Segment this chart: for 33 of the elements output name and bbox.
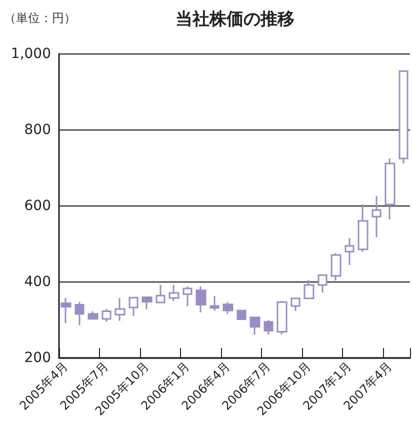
candlestick bbox=[344, 238, 354, 266]
candlestick bbox=[250, 316, 260, 336]
candlestick bbox=[304, 279, 314, 300]
y-tick-label: 800 bbox=[24, 122, 51, 138]
candlestick bbox=[318, 274, 328, 294]
candlestick bbox=[60, 297, 72, 324]
candlestick bbox=[114, 297, 126, 322]
candlestick bbox=[290, 298, 300, 312]
candlestick bbox=[276, 300, 288, 336]
candlestick bbox=[196, 286, 206, 314]
y-tick-label: 400 bbox=[24, 274, 51, 290]
y-tick-label: 1,000 bbox=[10, 46, 51, 62]
candlestick bbox=[88, 310, 98, 320]
candlestick bbox=[264, 319, 274, 336]
candlestick bbox=[102, 308, 112, 322]
candlestick bbox=[358, 204, 368, 252]
candlestick bbox=[128, 296, 138, 317]
candlestick bbox=[156, 284, 166, 304]
text: （単位：円） bbox=[4, 11, 76, 25]
candlestick bbox=[182, 286, 192, 307]
candlestick bbox=[384, 158, 396, 220]
y-tick-label: 600 bbox=[24, 198, 51, 214]
candlestick bbox=[398, 70, 408, 164]
candlestick bbox=[210, 295, 220, 312]
candlestick bbox=[372, 195, 382, 238]
chart-title: 当社株価の推移 bbox=[176, 10, 294, 30]
candlestick bbox=[142, 296, 152, 310]
y-tick-label: 200 bbox=[24, 350, 51, 366]
candlestick bbox=[330, 252, 342, 282]
candlestick bbox=[74, 301, 84, 326]
candlestick bbox=[236, 310, 246, 320]
candlestick bbox=[222, 301, 234, 315]
candlestick bbox=[168, 284, 180, 302]
